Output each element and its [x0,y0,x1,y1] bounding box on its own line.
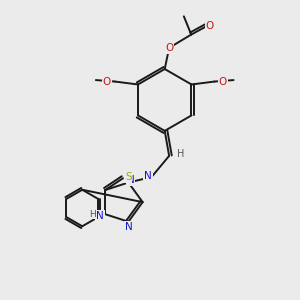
Text: N: N [124,222,132,232]
Text: N: N [127,175,135,185]
Text: H: H [90,210,96,219]
Text: O: O [103,76,111,86]
Text: S: S [125,172,132,182]
Text: H: H [177,149,184,159]
Text: O: O [219,76,227,86]
Text: N: N [96,211,104,221]
Text: N: N [144,171,152,181]
Text: O: O [206,21,214,31]
Text: O: O [165,43,173,53]
